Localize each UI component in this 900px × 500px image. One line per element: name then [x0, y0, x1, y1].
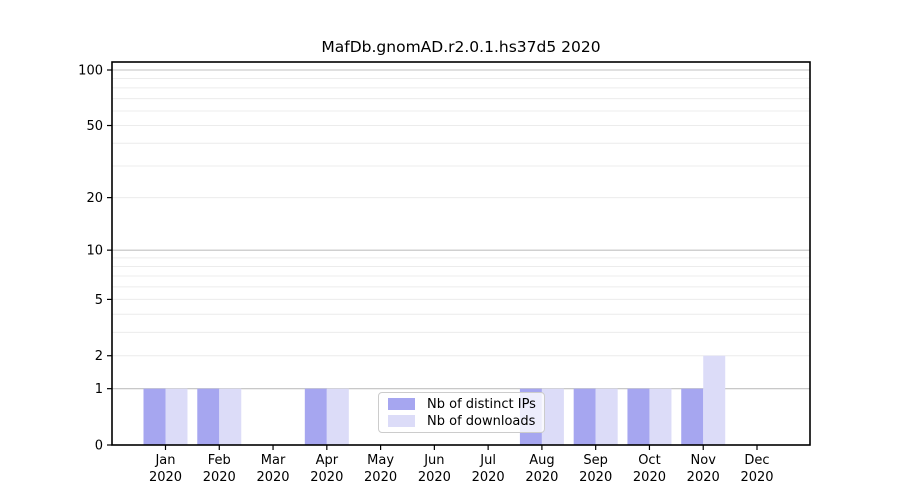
- legend-item-downloads: Nb of downloads: [388, 413, 536, 429]
- bar-distinct-ips-sep: [573, 388, 596, 445]
- bar-distinct-ips-jan: [143, 388, 166, 445]
- legend-swatch-distinct-ips-icon: [388, 398, 415, 410]
- x-tick-label-year: 2020: [633, 470, 666, 485]
- y-tick-label: 2: [95, 349, 103, 364]
- bar-downloads-nov: [703, 355, 726, 445]
- bar-distinct-ips-feb: [197, 388, 220, 445]
- y-tick-label: 20: [86, 191, 103, 206]
- x-tick-label-month: May: [367, 453, 394, 468]
- bar-downloads-feb: [219, 388, 242, 445]
- x-tick-label-month: Oct: [638, 453, 660, 468]
- y-tick-label: 0: [95, 439, 103, 454]
- x-tick-label-month: Mar: [261, 453, 286, 468]
- x-tick-label-year: 2020: [256, 470, 289, 485]
- x-tick-label-year: 2020: [687, 470, 720, 485]
- chart-title: MafDb.gnomAD.r2.0.1.hs37d5 2020: [321, 38, 600, 56]
- x-tick-label-month: Feb: [208, 453, 231, 468]
- x-tick-label-month: Aug: [529, 453, 554, 468]
- x-tick-label-month: Apr: [316, 453, 339, 468]
- y-tick-label: 50: [86, 119, 103, 134]
- x-tick-label-month: Nov: [691, 453, 717, 468]
- y-tick-label: 100: [78, 64, 103, 79]
- bar-downloads-aug: [541, 388, 564, 445]
- plot-border: [111, 61, 811, 446]
- bar-distinct-ips-oct: [627, 388, 650, 445]
- x-tick-label-year: 2020: [579, 470, 612, 485]
- x-tick-label-year: 2020: [364, 470, 397, 485]
- legend: Nb of distinct IPs Nb of downloads: [378, 392, 545, 433]
- y-tick-label: 5: [95, 293, 103, 308]
- x-tick-label-month: Sep: [583, 453, 608, 468]
- y-tick-label: 10: [86, 244, 103, 259]
- x-tick-label-month: Jun: [423, 453, 444, 468]
- x-tick-label-month: Jul: [479, 453, 496, 468]
- bar-downloads-oct: [649, 388, 672, 445]
- x-tick-label-year: 2020: [740, 470, 773, 485]
- bar-distinct-ips-apr: [304, 388, 327, 445]
- y-tick-label: 1: [95, 382, 103, 397]
- x-tick-label-year: 2020: [310, 470, 343, 485]
- axis-layer: 0 1 2 5 10 20 50 100 Jan 2020 Feb 2020 Mar 2020 Apr 202…: [78, 61, 811, 485]
- x-tick-label-year: 2020: [418, 470, 451, 485]
- legend-label-downloads: Nb of downloads: [427, 413, 536, 429]
- x-tick-label-month: Jan: [154, 453, 175, 468]
- legend-label-distinct-ips: Nb of distinct IPs: [427, 396, 536, 412]
- x-tick-label-month: Dec: [744, 453, 769, 468]
- x-tick-label-year: 2020: [472, 470, 505, 485]
- grid-layer: [112, 69, 810, 390]
- bar-distinct-ips-nov: [681, 388, 704, 445]
- legend-swatch-downloads-icon: [388, 415, 415, 427]
- bar-downloads-apr: [326, 388, 349, 445]
- bar-downloads-sep: [595, 388, 618, 445]
- x-tick-label-year: 2020: [203, 470, 236, 485]
- legend-item-distinct-ips: Nb of distinct IPs: [388, 396, 536, 412]
- x-tick-label-year: 2020: [525, 470, 558, 485]
- x-tick-label-year: 2020: [149, 470, 182, 485]
- bar-downloads-jan: [165, 388, 188, 445]
